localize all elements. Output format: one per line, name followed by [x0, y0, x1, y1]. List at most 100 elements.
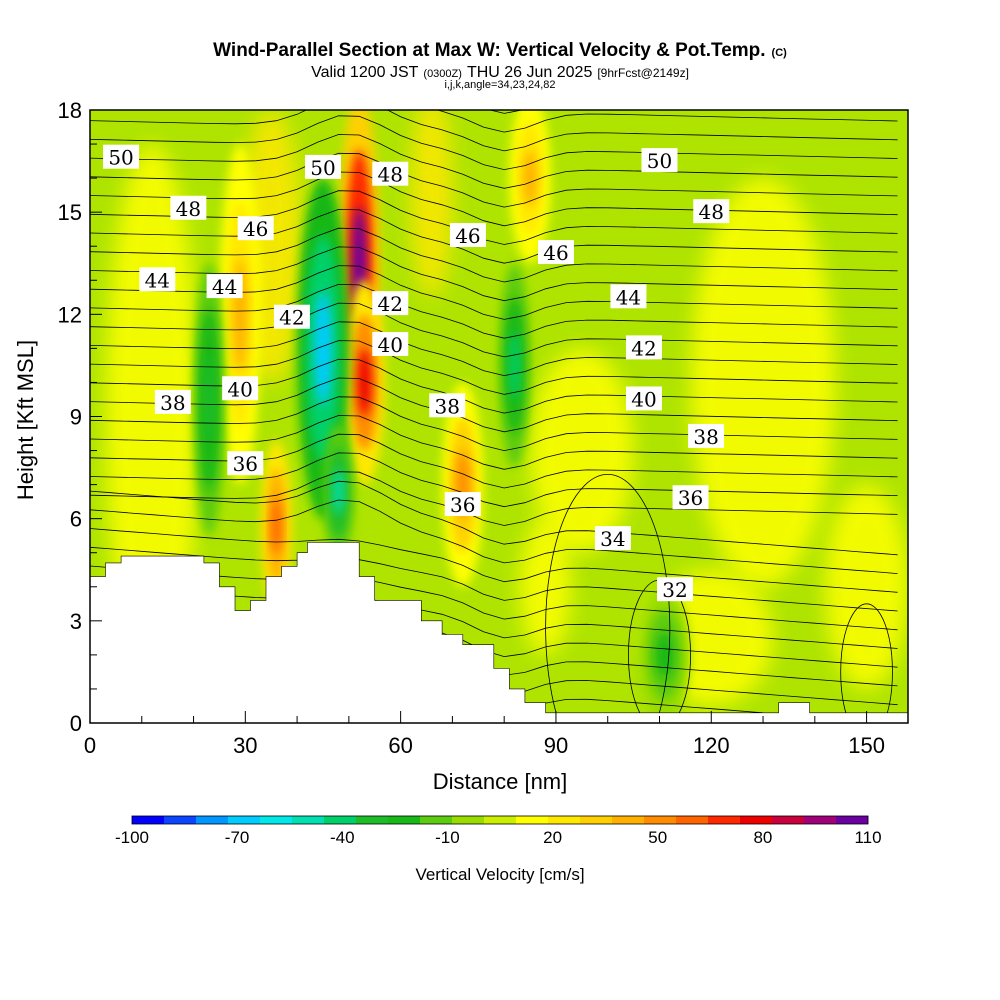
contour-label-box	[372, 331, 409, 356]
contour-labels: 50 48 46 44 44 42 40 38 36 50 48 46 42 40 38 36 46 50 48 44…	[103, 144, 730, 602]
colorbar-swatch	[804, 816, 837, 824]
theta-contour-line	[90, 340, 898, 395]
contour-label: 42	[378, 292, 403, 316]
colorbar-swatch	[484, 816, 517, 824]
colorbar-swatch	[708, 816, 741, 824]
colorbar-swatch	[740, 816, 773, 824]
colorbar-swatch	[644, 816, 677, 824]
colorbar-swatch	[836, 816, 869, 824]
downdraft-region	[203, 354, 215, 445]
contour-label: 40	[631, 387, 656, 411]
colorbar-tick-label: -70	[225, 828, 250, 847]
colorbar: -100 -70 -40 -10 20 50 80 110	[115, 815, 882, 847]
theta-contour-line	[90, 134, 898, 189]
colorbar-swatch	[772, 816, 805, 824]
contour-label: 48	[699, 200, 724, 224]
theta-contour-line	[90, 499, 898, 574]
velocity-region	[105, 144, 199, 689]
velocity-region	[410, 110, 453, 298]
theta-contour-line	[90, 546, 898, 612]
x-tick-label: 30	[233, 733, 257, 758]
y-axis: 0 3 6 9 12 15 18	[58, 98, 102, 736]
colorbar-tick-label: -10	[435, 828, 460, 847]
contour-label: 36	[233, 452, 258, 476]
x-tick-label: 90	[544, 733, 568, 758]
updraft-region	[523, 149, 537, 207]
contour-label-box	[693, 199, 730, 224]
terrain-mask	[90, 542, 908, 723]
y-tick-label: 9	[70, 405, 82, 430]
theta-contour-line	[90, 528, 898, 593]
colorbar-swatch	[548, 816, 581, 824]
theta-contour-line	[90, 227, 898, 283]
colorbar-swatch	[228, 816, 261, 824]
theta-contour-line	[90, 190, 898, 245]
contour-label: 36	[450, 493, 475, 517]
velocity-field	[105, 110, 908, 723]
theta-contour-line	[435, 110, 898, 133]
contour-label-box	[657, 577, 694, 602]
theta-contour-line	[545, 474, 671, 723]
theta-contour-line	[90, 565, 898, 631]
contour-label: 32	[662, 578, 687, 602]
theta-contour-line	[90, 377, 898, 433]
contour-label-box	[304, 154, 341, 179]
colorbar-swatch	[612, 816, 645, 824]
theta-contour-line	[90, 480, 898, 556]
theta-contour-line	[90, 415, 898, 470]
theta-contour-line	[90, 321, 898, 377]
colorbar-swatch	[324, 816, 357, 824]
colorbar-swatch	[356, 816, 389, 824]
theta-contour-line	[90, 246, 898, 302]
contour-label-box	[610, 284, 647, 309]
plot-area	[90, 110, 908, 723]
theta-contours	[90, 110, 898, 723]
contour-label-box	[222, 376, 259, 401]
colorbar-tick-label: 110	[854, 828, 881, 847]
contour-label-box	[372, 291, 409, 316]
contour-label: 50	[310, 156, 335, 180]
contour-label: 42	[631, 336, 656, 360]
contour-label-box	[449, 223, 486, 248]
contour-label-box	[594, 526, 631, 551]
contour-label: 38	[435, 394, 460, 418]
contour-label: 44	[616, 285, 641, 309]
theta-contour-line	[90, 110, 898, 152]
contour-label: 40	[378, 333, 403, 357]
contour-label: 44	[145, 268, 170, 292]
contour-label: 46	[243, 217, 268, 241]
contour-label-box	[537, 240, 574, 265]
contour-label-box	[429, 393, 466, 418]
contour-label-box	[625, 386, 662, 411]
colorbar-swatch	[676, 816, 709, 824]
y-tick-label: 12	[58, 302, 82, 327]
colorbar-swatch	[388, 816, 421, 824]
chart-subtitle: Valid 1200 JST (0300Z) THU 26 Jun 2025 [9hr…	[311, 64, 689, 81]
colorbar-tick-label: -40	[330, 828, 355, 847]
colorbar-swatch	[260, 816, 293, 824]
downdraft-region	[509, 331, 520, 400]
downdraft-region	[656, 632, 674, 678]
contour-label: 48	[378, 163, 403, 187]
contour-label-box	[672, 485, 709, 510]
theta-contour-line	[90, 433, 898, 489]
y-tick-label: 15	[58, 200, 82, 225]
contour-label-box	[170, 195, 207, 220]
contour-label: 46	[455, 224, 480, 248]
contour-label: 40	[227, 377, 252, 401]
x-tick-label: 60	[388, 733, 412, 758]
velocity-region	[530, 348, 634, 553]
y-tick-label: 0	[70, 711, 82, 736]
y-axis-label: Height [Kft MSL]	[13, 340, 38, 500]
contour-label-box	[273, 304, 310, 329]
y-tick-label: 3	[70, 609, 82, 634]
theta-contour-line	[90, 171, 898, 227]
colorbar-swatch	[292, 816, 325, 824]
contour-label: 42	[279, 306, 304, 330]
contour-label-box	[206, 274, 243, 299]
downdraft-region	[333, 468, 344, 515]
x-tick-label: 150	[848, 733, 885, 758]
theta-contour-line	[90, 471, 898, 526]
colorbar-swatch	[132, 816, 165, 824]
colorbar-swatch	[164, 816, 197, 824]
